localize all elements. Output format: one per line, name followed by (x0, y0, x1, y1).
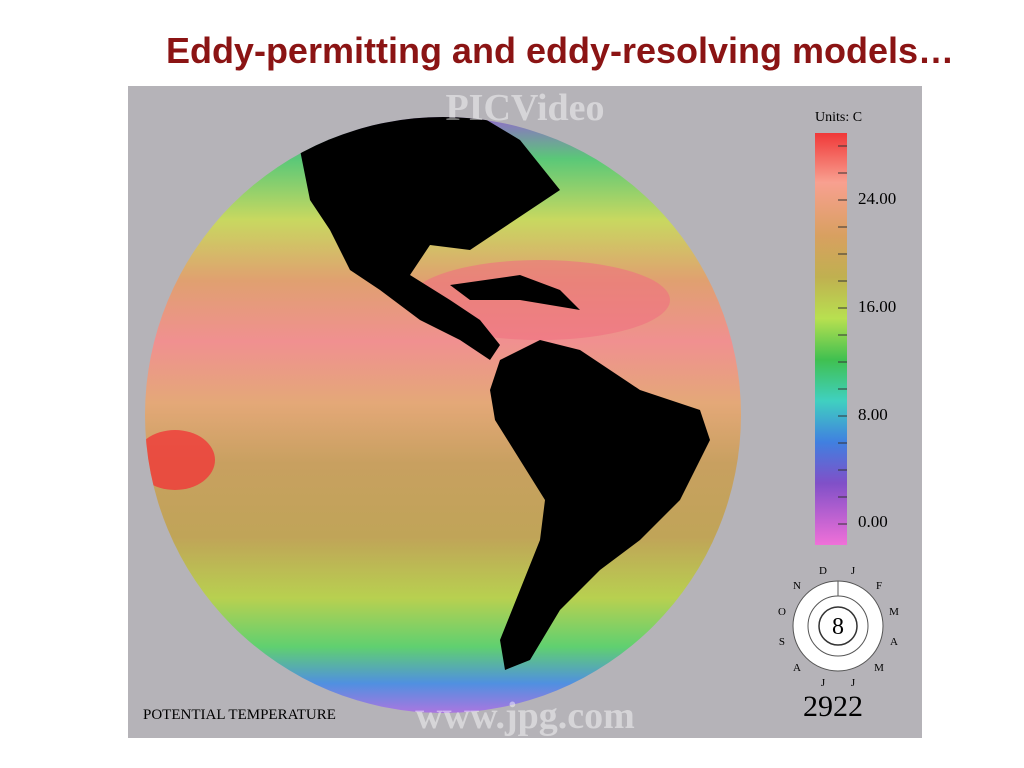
dial-month: D (819, 565, 827, 577)
dial-month: M (889, 606, 899, 618)
watermark: PICVideo (445, 87, 604, 129)
colorbar-label: 8.00 (858, 405, 888, 424)
dial-month: S (779, 636, 785, 648)
north-america (300, 117, 560, 360)
caribbean (450, 275, 580, 310)
colorbar-label: 16.00 (858, 297, 896, 316)
units-label: Units: C (815, 110, 862, 125)
globe (145, 117, 741, 713)
colorbar-label: 24.00 (858, 189, 896, 208)
slide-title: Eddy-permitting and eddy-resolving model… (165, 30, 955, 71)
dial-month: J (821, 677, 826, 689)
colorbar (815, 133, 847, 545)
dial-month: J (851, 565, 856, 577)
watermark: www.jpg.com (415, 695, 635, 737)
south-america (490, 340, 710, 670)
dial-center (818, 606, 858, 646)
dial-month: O (778, 606, 786, 618)
colorbar-label: 0.00 (858, 512, 888, 531)
dial-month: J (851, 677, 856, 689)
dial-month: N (793, 580, 801, 592)
dial-value: 8 (832, 614, 844, 640)
dial-month: A (793, 662, 801, 674)
dial-month: F (876, 580, 882, 592)
counter: 2922 (803, 690, 863, 723)
caption: POTENTIAL TEMPERATURE (143, 707, 336, 723)
dial-month: A (890, 636, 898, 648)
dial-month: M (874, 662, 884, 674)
